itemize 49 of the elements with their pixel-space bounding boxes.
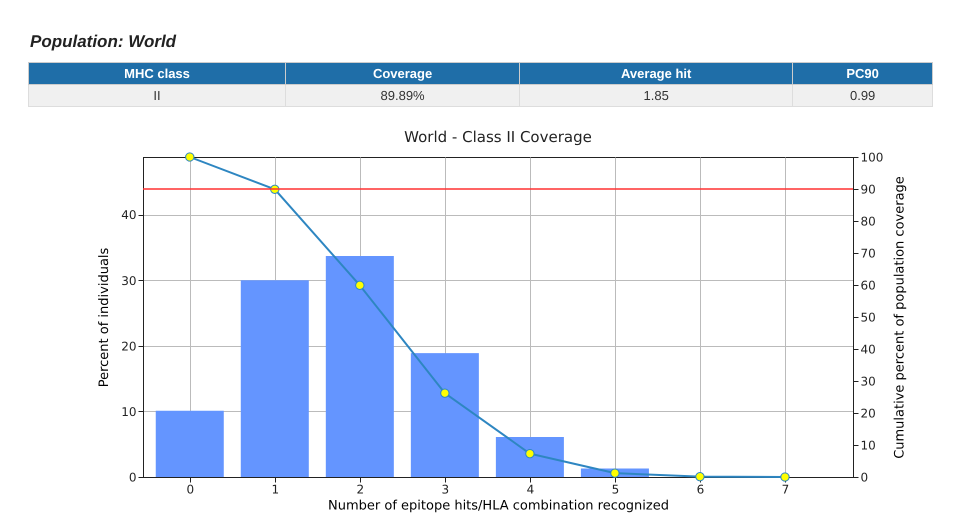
point <box>440 388 450 398</box>
chart-title: World - Class II Coverage <box>404 128 592 146</box>
y2-tick-label: 10 <box>860 438 876 452</box>
y2-tick-label: 80 <box>860 214 876 228</box>
text: Population: World <box>30 32 176 52</box>
point <box>610 468 620 478</box>
x-tick-label: 7 <box>782 482 790 496</box>
x-tick-label: 0 <box>186 482 194 496</box>
text: Coverage <box>286 62 520 84</box>
y2-axis-title: Cumulative percent of population coverage <box>892 176 908 459</box>
y-tick-label: 20 <box>121 339 136 354</box>
y-tick-label: 10 <box>121 404 136 419</box>
text: 1.85 <box>520 84 793 106</box>
bar <box>496 437 564 477</box>
x-axis-title: Number of epitope hits/HLA combination recognized <box>328 498 669 514</box>
y2-tick-label: 90 <box>860 182 876 196</box>
text: 89.89% <box>286 84 520 106</box>
text: II <box>28 84 286 106</box>
bar <box>410 353 479 477</box>
x-tick-label: 4 <box>526 482 534 496</box>
y2-tick-label: 50 <box>860 310 876 324</box>
x-tick-label: 2 <box>356 482 364 496</box>
x-tick-label: 1 <box>271 482 280 496</box>
point <box>355 280 365 290</box>
y-tick-label: 0 <box>128 470 136 484</box>
point <box>185 152 194 162</box>
text: PC90 <box>792 62 932 84</box>
text: Average hit <box>520 62 793 84</box>
point <box>780 472 790 482</box>
y2-tick-label: 60 <box>860 278 876 292</box>
x-tick-label: 3 <box>442 482 450 496</box>
y2-tick-label: 0 <box>860 470 868 484</box>
y-axis-title: Percent of individuals <box>97 247 112 388</box>
y2-tick-label: 30 <box>860 374 876 388</box>
bar <box>156 410 224 477</box>
y-tick-label: 30 <box>121 274 136 288</box>
y2-tick-label: 20 <box>860 406 876 420</box>
bar <box>240 280 309 477</box>
y2-tick-label: 40 <box>860 342 876 356</box>
point <box>525 448 535 458</box>
x-tick-label: 5 <box>612 482 620 496</box>
y-tick-label: 40 <box>121 208 136 222</box>
text: 0.99 <box>792 84 932 106</box>
bar <box>326 256 394 477</box>
x-tick-label: 6 <box>696 482 704 496</box>
point <box>695 472 705 482</box>
text: MHC class <box>28 62 286 84</box>
y2-tick-label: 70 <box>860 246 876 260</box>
y2-tick-label: 100 <box>860 150 884 164</box>
